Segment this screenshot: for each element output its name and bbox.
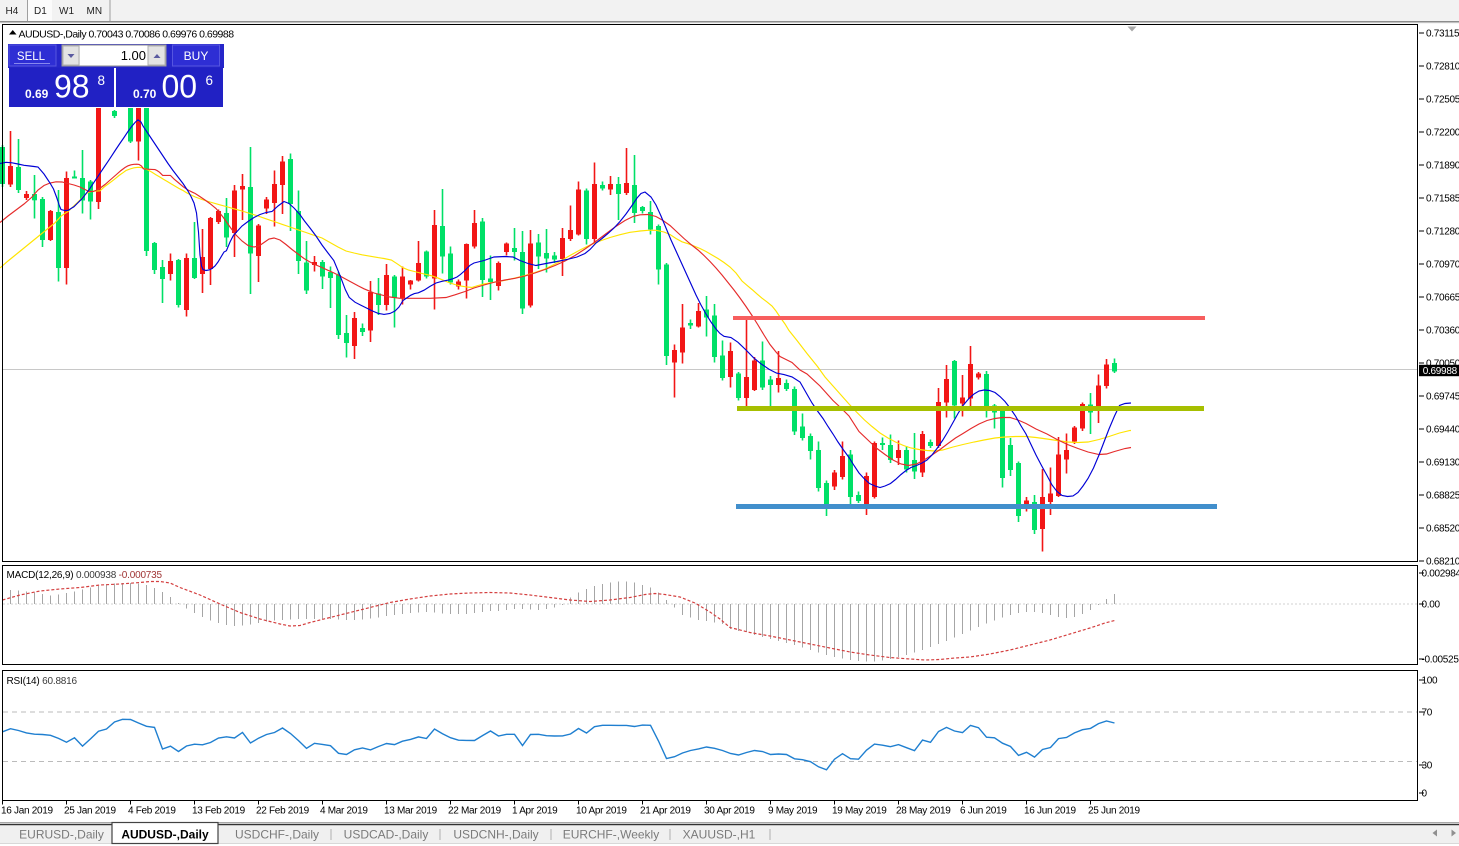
svg-text:0.70: 0.70 <box>133 87 157 101</box>
svg-text:25 Jan 2019: 25 Jan 2019 <box>64 806 116 817</box>
svg-text:28 May 2019: 28 May 2019 <box>896 806 951 817</box>
svg-text:21 Apr 2019: 21 Apr 2019 <box>640 806 691 817</box>
svg-text:D1: D1 <box>34 6 47 17</box>
svg-text:6 Jun 2019: 6 Jun 2019 <box>960 806 1007 817</box>
svg-text:6: 6 <box>206 73 214 88</box>
svg-text:0.70970: 0.70970 <box>1426 260 1459 271</box>
svg-text:0.68825: 0.68825 <box>1426 491 1459 502</box>
svg-text:0.70050: 0.70050 <box>1426 359 1459 370</box>
svg-text:98: 98 <box>54 69 90 105</box>
svg-text:0.69440: 0.69440 <box>1426 425 1459 436</box>
svg-text:MACD(12,26,9) 0.000938 -0.0007: MACD(12,26,9) 0.000938 -0.000735 <box>7 570 163 581</box>
svg-text:AUDUSD-,Daily: AUDUSD-,Daily <box>121 828 209 842</box>
svg-text:0.71280: 0.71280 <box>1426 227 1459 238</box>
svg-text:EURCHF-,Weekly: EURCHF-,Weekly <box>563 828 659 842</box>
svg-text:1 Apr 2019: 1 Apr 2019 <box>512 806 558 817</box>
svg-text:USDCAD-,Daily: USDCAD-,Daily <box>344 828 429 842</box>
svg-text:0.69988: 0.69988 <box>1423 366 1458 377</box>
svg-text:9 May 2019: 9 May 2019 <box>768 806 818 817</box>
svg-text:0.72505: 0.72505 <box>1426 95 1459 106</box>
svg-text:0.69745: 0.69745 <box>1426 392 1459 403</box>
svg-text:0.002984: 0.002984 <box>1422 569 1459 580</box>
svg-text:0.69130: 0.69130 <box>1426 458 1459 469</box>
svg-text:19 May 2019: 19 May 2019 <box>832 806 887 817</box>
svg-text:SELL: SELL <box>17 51 46 63</box>
svg-text:70: 70 <box>1422 708 1433 719</box>
svg-text:XAUUSD-,H1: XAUUSD-,H1 <box>683 828 756 842</box>
svg-text:MN: MN <box>87 6 103 17</box>
svg-text:4 Mar 2019: 4 Mar 2019 <box>320 806 368 817</box>
svg-text:H4: H4 <box>6 6 19 17</box>
svg-text:22 Mar 2019: 22 Mar 2019 <box>448 806 502 817</box>
svg-text:8: 8 <box>98 73 106 88</box>
svg-text:BUY: BUY <box>184 49 209 63</box>
svg-text:USDCNH-,Daily: USDCNH-,Daily <box>453 828 538 842</box>
svg-text:0.70360: 0.70360 <box>1426 326 1459 337</box>
svg-text:RSI(14) 60.8816: RSI(14) 60.8816 <box>7 676 78 687</box>
svg-text:25 Jun 2019: 25 Jun 2019 <box>1088 806 1140 817</box>
svg-text:16 Jan 2019: 16 Jan 2019 <box>1 806 53 817</box>
svg-text:0.70665: 0.70665 <box>1426 293 1459 304</box>
svg-text:0.00: 0.00 <box>1422 600 1441 611</box>
svg-text:13 Mar 2019: 13 Mar 2019 <box>384 806 438 817</box>
svg-text:00: 00 <box>162 69 198 105</box>
svg-text:0.71890: 0.71890 <box>1426 161 1459 172</box>
svg-text:13 Feb 2019: 13 Feb 2019 <box>192 806 246 817</box>
svg-text:0.72200: 0.72200 <box>1426 128 1459 139</box>
svg-text:0.68210: 0.68210 <box>1426 557 1459 568</box>
svg-text:16 Jun 2019: 16 Jun 2019 <box>1024 806 1076 817</box>
svg-text:-0.005256: -0.005256 <box>1422 655 1459 666</box>
svg-text:1.00: 1.00 <box>121 48 146 63</box>
svg-text:0.72810: 0.72810 <box>1426 62 1459 73</box>
svg-text:30 Apr 2019: 30 Apr 2019 <box>704 806 755 817</box>
svg-text:0.68520: 0.68520 <box>1426 524 1459 535</box>
svg-text:EURUSD-,Daily: EURUSD-,Daily <box>19 828 104 842</box>
svg-text:0.71585: 0.71585 <box>1426 194 1459 205</box>
svg-text:0.73115: 0.73115 <box>1426 29 1459 40</box>
svg-text:10 Apr 2019: 10 Apr 2019 <box>576 806 627 817</box>
svg-text:0: 0 <box>1422 789 1428 800</box>
svg-text:30: 30 <box>1422 761 1433 772</box>
svg-text:W1: W1 <box>59 6 74 17</box>
svg-text:4 Feb 2019: 4 Feb 2019 <box>128 806 176 817</box>
svg-text:0.69: 0.69 <box>25 87 49 101</box>
svg-text:AUDUSD-,Daily 0.70043 0.70086: AUDUSD-,Daily 0.70043 0.70086 0.69976 0.… <box>19 29 235 41</box>
svg-text:100: 100 <box>1422 676 1439 687</box>
svg-text:USDCHF-,Daily: USDCHF-,Daily <box>235 828 319 842</box>
svg-text:22 Feb 2019: 22 Feb 2019 <box>256 806 310 817</box>
